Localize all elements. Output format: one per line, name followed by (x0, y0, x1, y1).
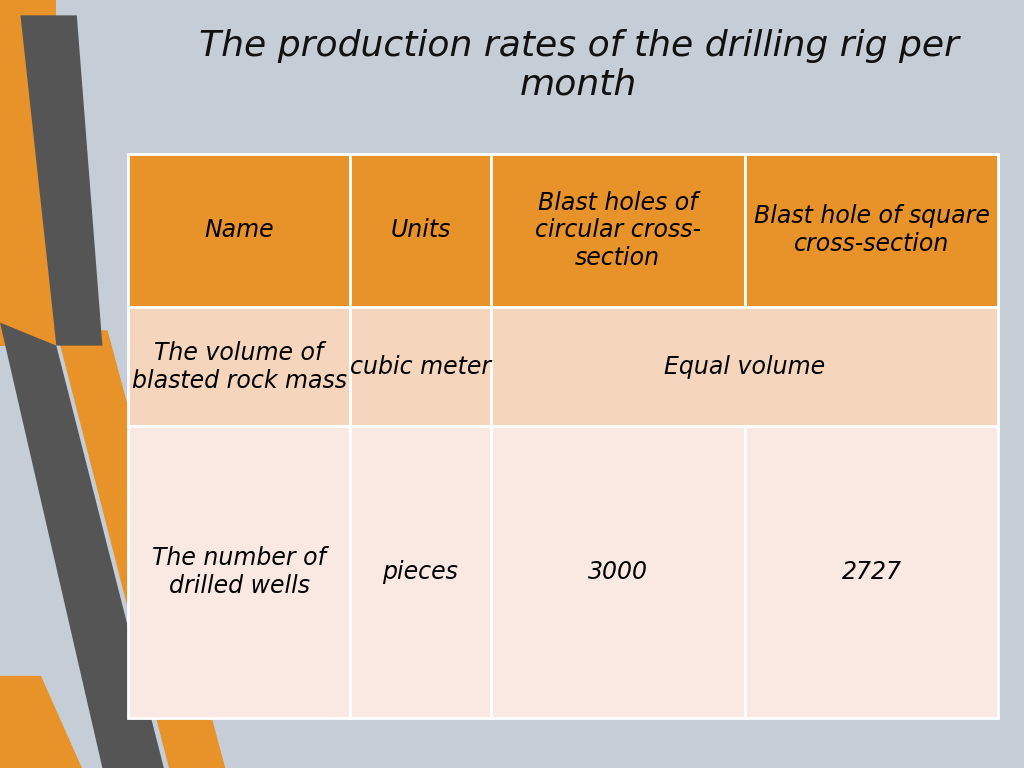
Polygon shape (20, 15, 102, 346)
Text: Units: Units (390, 218, 451, 243)
Polygon shape (0, 676, 82, 768)
FancyBboxPatch shape (128, 307, 350, 426)
FancyBboxPatch shape (350, 154, 490, 307)
Text: The production rates of the drilling rig per
month: The production rates of the drilling rig… (199, 28, 958, 102)
Text: cubic meter: cubic meter (350, 355, 490, 379)
Text: 2727: 2727 (842, 560, 901, 584)
Text: The volume of
blasted rock mass: The volume of blasted rock mass (131, 341, 346, 392)
FancyBboxPatch shape (350, 426, 490, 718)
FancyBboxPatch shape (490, 307, 998, 426)
FancyBboxPatch shape (128, 426, 350, 718)
Text: Equal volume: Equal volume (664, 355, 825, 379)
FancyBboxPatch shape (128, 154, 350, 307)
Polygon shape (0, 323, 164, 768)
Text: Blast holes of
circular cross-
section: Blast holes of circular cross- section (535, 190, 700, 270)
FancyBboxPatch shape (350, 307, 490, 426)
Text: 3000: 3000 (588, 560, 647, 584)
Text: pieces: pieces (382, 560, 459, 584)
Text: The number of
drilled wells: The number of drilled wells (153, 546, 326, 598)
Polygon shape (56, 330, 225, 768)
Text: Blast hole of square
cross-section: Blast hole of square cross-section (754, 204, 989, 257)
FancyBboxPatch shape (744, 154, 998, 307)
FancyBboxPatch shape (744, 426, 998, 718)
Text: Name: Name (204, 218, 273, 243)
Polygon shape (0, 0, 56, 346)
FancyBboxPatch shape (490, 154, 744, 307)
FancyBboxPatch shape (490, 426, 744, 718)
